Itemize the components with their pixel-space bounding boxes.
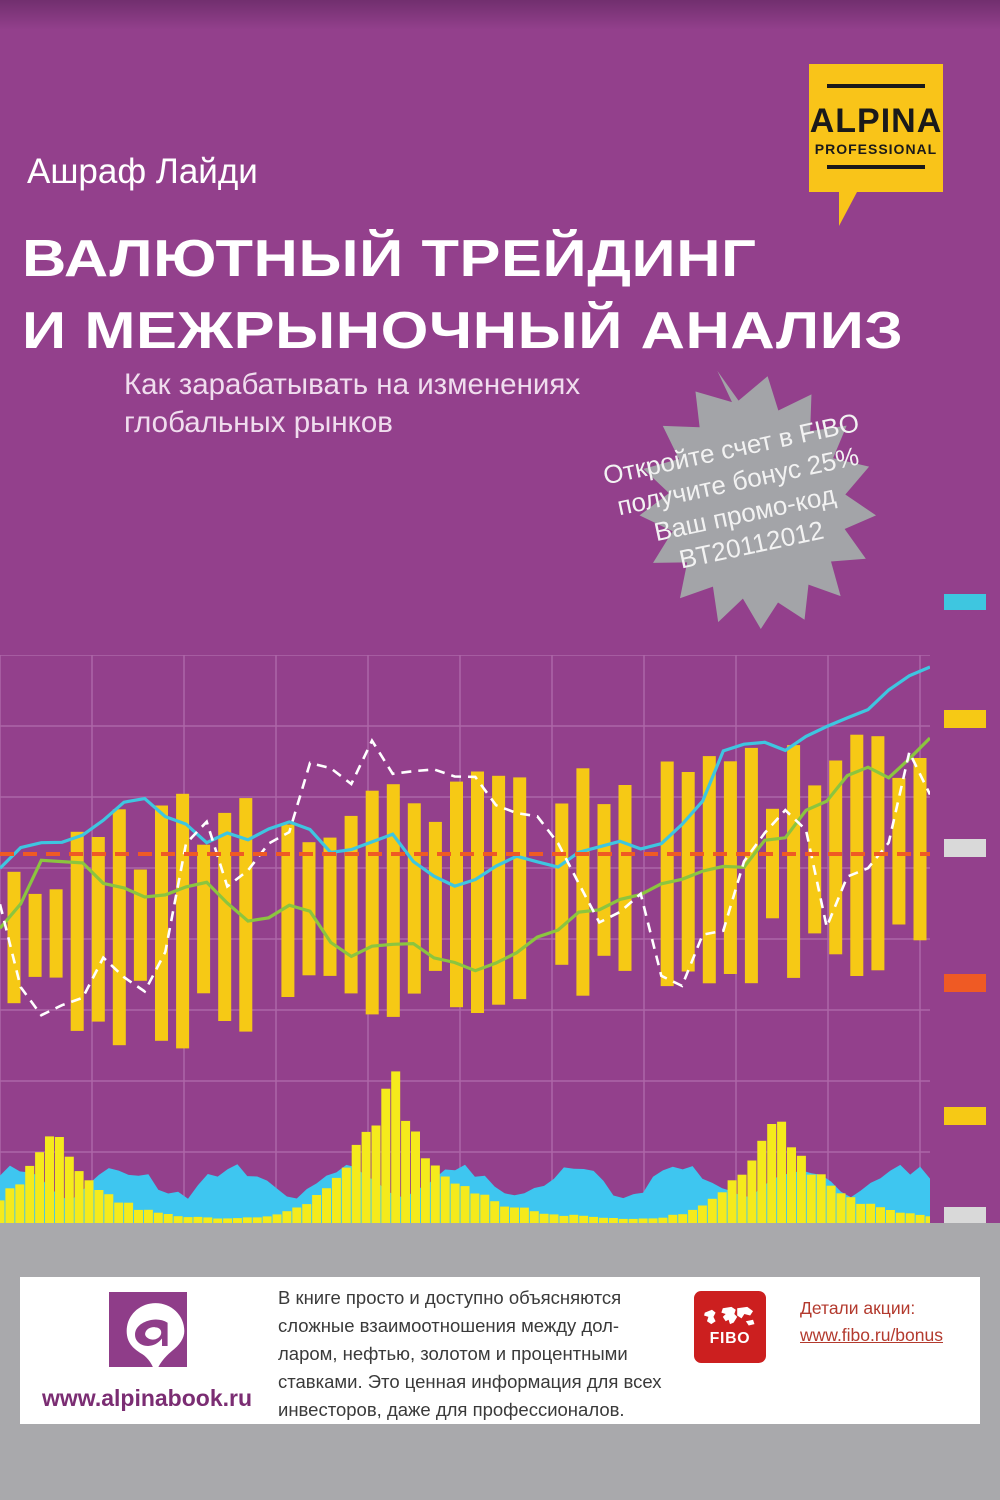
svg-text:ALPINA: ALPINA [810,102,943,140]
svg-text:FIBO: FIBO [710,1330,751,1347]
svg-text:PROFESSIONAL: PROFESSIONAL [815,141,937,157]
